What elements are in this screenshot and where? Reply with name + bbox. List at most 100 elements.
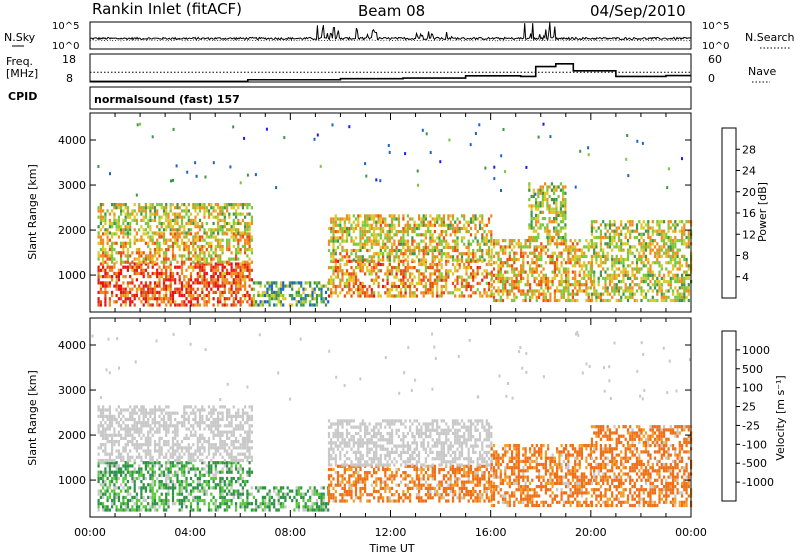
power-cell	[469, 143, 472, 147]
power-cell	[562, 191, 565, 195]
power-cell	[343, 284, 346, 289]
power-cell	[606, 276, 609, 280]
power-cell	[147, 221, 150, 226]
power-cell	[497, 298, 500, 303]
power-cell	[176, 244, 179, 249]
power-cell	[520, 273, 523, 277]
power-cell	[687, 267, 690, 271]
power-cell	[611, 261, 614, 265]
power-cell	[436, 214, 439, 218]
power-cell	[540, 276, 543, 280]
power-cell	[560, 289, 563, 293]
power-cell	[436, 284, 439, 289]
power-cell	[656, 283, 659, 287]
power-cell	[626, 295, 630, 299]
power-cell	[497, 276, 500, 280]
power-cell	[669, 254, 672, 258]
velocity-cell	[122, 436, 125, 440]
velocity-cell	[176, 492, 179, 496]
power-cell	[147, 293, 150, 298]
power-cell	[402, 245, 405, 249]
power-cell	[490, 242, 493, 246]
velocity-cell	[102, 486, 105, 490]
power-cell	[174, 281, 177, 285]
velocity-cell	[102, 505, 105, 509]
velocity-cell	[117, 492, 120, 496]
power-cell	[126, 257, 129, 261]
power-cell	[275, 297, 278, 301]
freq-strip-frame	[89, 53, 692, 83]
power-cell	[685, 220, 688, 224]
power-cell	[649, 286, 652, 290]
power-cell	[633, 283, 636, 287]
power-cell	[647, 242, 650, 246]
power-cell	[165, 268, 168, 272]
power-cell	[221, 260, 224, 264]
velocity-cell	[214, 473, 217, 477]
power-cell	[548, 232, 551, 236]
power-cell	[472, 284, 475, 289]
power-cell	[483, 242, 486, 246]
power-cell	[532, 191, 535, 195]
velocity-cell	[117, 508, 120, 512]
power-cell	[388, 262, 391, 267]
power-cell	[535, 295, 538, 299]
power-cell	[219, 262, 222, 266]
power-cell	[135, 212, 138, 216]
power-cell	[520, 251, 523, 255]
power-cell	[153, 209, 157, 213]
power-cell	[667, 251, 670, 255]
velocity-cell	[102, 408, 105, 412]
velocity-cell	[185, 483, 188, 487]
power-cell	[113, 221, 116, 226]
power-cell	[196, 257, 199, 261]
power-cell	[332, 272, 335, 276]
velocity-cell	[106, 498, 109, 503]
power-cell	[293, 281, 296, 285]
power-cell	[404, 288, 407, 292]
velocity-cell	[241, 486, 244, 490]
velocity-cell	[189, 483, 193, 487]
power-cell	[343, 226, 346, 231]
power-cell	[402, 272, 405, 276]
power-cell	[590, 226, 593, 230]
power-cell	[122, 228, 125, 232]
power-cell	[460, 281, 464, 285]
power-cell	[129, 228, 132, 232]
power-cell	[162, 262, 166, 266]
power-cell	[124, 297, 127, 301]
power-cell	[631, 267, 634, 271]
power-cell	[352, 242, 355, 246]
power-cell	[641, 141, 644, 145]
power-cell	[404, 239, 407, 243]
power-cell	[373, 294, 376, 298]
power-cell	[683, 232, 686, 236]
power-cell	[113, 248, 116, 252]
power-cell	[151, 212, 154, 216]
power-cell	[511, 276, 514, 280]
power-cell	[497, 257, 500, 262]
power-cell	[160, 225, 163, 229]
power-cell	[226, 238, 229, 242]
velocity-cell	[198, 480, 202, 484]
power-cell	[602, 276, 605, 280]
velocity-cell	[97, 502, 100, 506]
velocity-cell	[198, 483, 202, 487]
power-heatmap-cells	[97, 122, 693, 307]
power-cell	[580, 289, 583, 293]
velocity-cell	[176, 470, 179, 474]
power-cell	[265, 127, 268, 131]
velocity-cell	[108, 408, 111, 412]
power-cell	[556, 289, 559, 293]
power-cell	[275, 293, 278, 298]
power-cell	[678, 264, 681, 268]
power-cell	[140, 218, 143, 222]
power-cell	[397, 223, 400, 227]
power-cell	[373, 217, 376, 221]
power-cell	[593, 280, 596, 284]
power-cell	[522, 267, 525, 271]
power-cell	[104, 275, 107, 279]
velocity-cell	[102, 433, 105, 437]
power-cell	[676, 280, 679, 284]
velocity-cell	[248, 473, 251, 477]
